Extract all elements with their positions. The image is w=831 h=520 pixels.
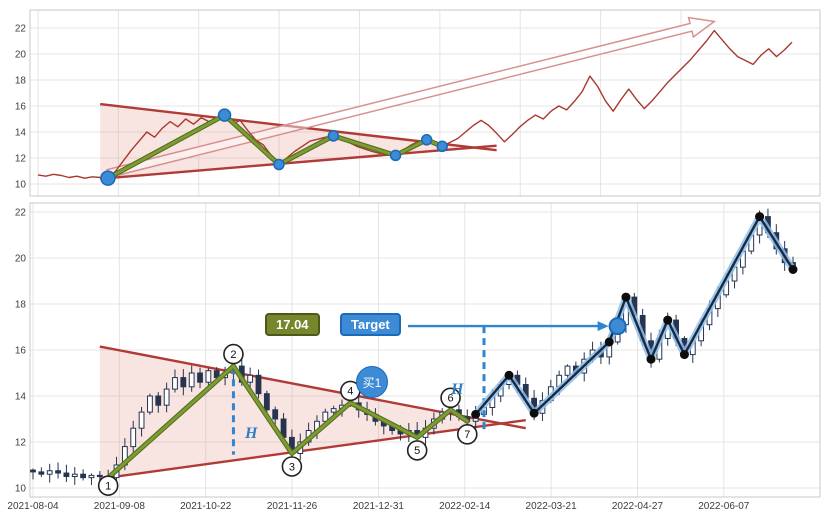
target-arrow [408, 321, 609, 332]
zigzag-pattern [105, 363, 470, 481]
svg-text:10: 10 [15, 484, 27, 495]
pivot-number-labels: 1 2 3 4 5 6 7 [97, 343, 478, 496]
pivot-dots [100, 108, 448, 186]
svg-text:16: 16 [15, 102, 27, 113]
height-label-1: H [245, 425, 258, 442]
svg-text:14: 14 [15, 392, 27, 403]
height-label-2: H [451, 381, 464, 398]
x-axis-labels: 2021-08-04 2021-09-08 2021-10-22 2021-11-26… [0, 499, 831, 517]
x-tick-label: 2022-06-07 [698, 501, 750, 512]
svg-text:16: 16 [15, 346, 27, 357]
svg-text:14: 14 [15, 128, 27, 139]
svg-text:20: 20 [15, 254, 27, 265]
x-tick-label: 2021-08-04 [7, 501, 59, 512]
target-badge: Target [340, 313, 401, 336]
svg-text:22: 22 [15, 24, 27, 35]
svg-text:7: 7 [464, 429, 470, 441]
svg-text:12: 12 [15, 154, 27, 165]
uptrend-path [471, 212, 798, 419]
svg-text:1: 1 [105, 480, 111, 492]
x-tick-label: 2021-10-22 [180, 501, 232, 512]
x-tick-label: 2021-12-31 [352, 501, 404, 512]
measure-dashed-lines [231, 326, 486, 455]
svg-text:6: 6 [448, 393, 454, 405]
svg-text:5: 5 [414, 445, 420, 457]
x-tick-label: 2021-09-08 [93, 501, 145, 512]
svg-text:3: 3 [289, 461, 295, 473]
svg-text:22: 22 [15, 208, 27, 219]
svg-text:4: 4 [347, 386, 353, 398]
buy-signal-badge: 买1 [356, 366, 388, 398]
svg-text:2: 2 [230, 349, 236, 361]
measured-move-badge: 17.04 [265, 313, 320, 336]
svg-text:18: 18 [15, 76, 27, 87]
x-tick-label: 2022-02-14 [439, 501, 491, 512]
y-axis-labels: 22 20 18 16 14 12 10 [15, 208, 27, 495]
y-axis-labels: 22 20 18 16 14 12 10 [15, 24, 27, 191]
svg-text:18: 18 [15, 300, 27, 311]
x-tick-label: 2021-11-26 [266, 501, 318, 512]
x-tick-label: 2022-04-27 [611, 501, 664, 512]
svg-text:12: 12 [15, 438, 27, 449]
x-tick-label: 2022-03-21 [525, 501, 577, 512]
svg-text:20: 20 [15, 50, 27, 61]
overview-line-chart: 22 20 18 16 14 12 10 [15, 9, 821, 197]
breakout-arrow [106, 16, 717, 179]
target-point [608, 317, 627, 336]
svg-text:10: 10 [15, 180, 27, 191]
